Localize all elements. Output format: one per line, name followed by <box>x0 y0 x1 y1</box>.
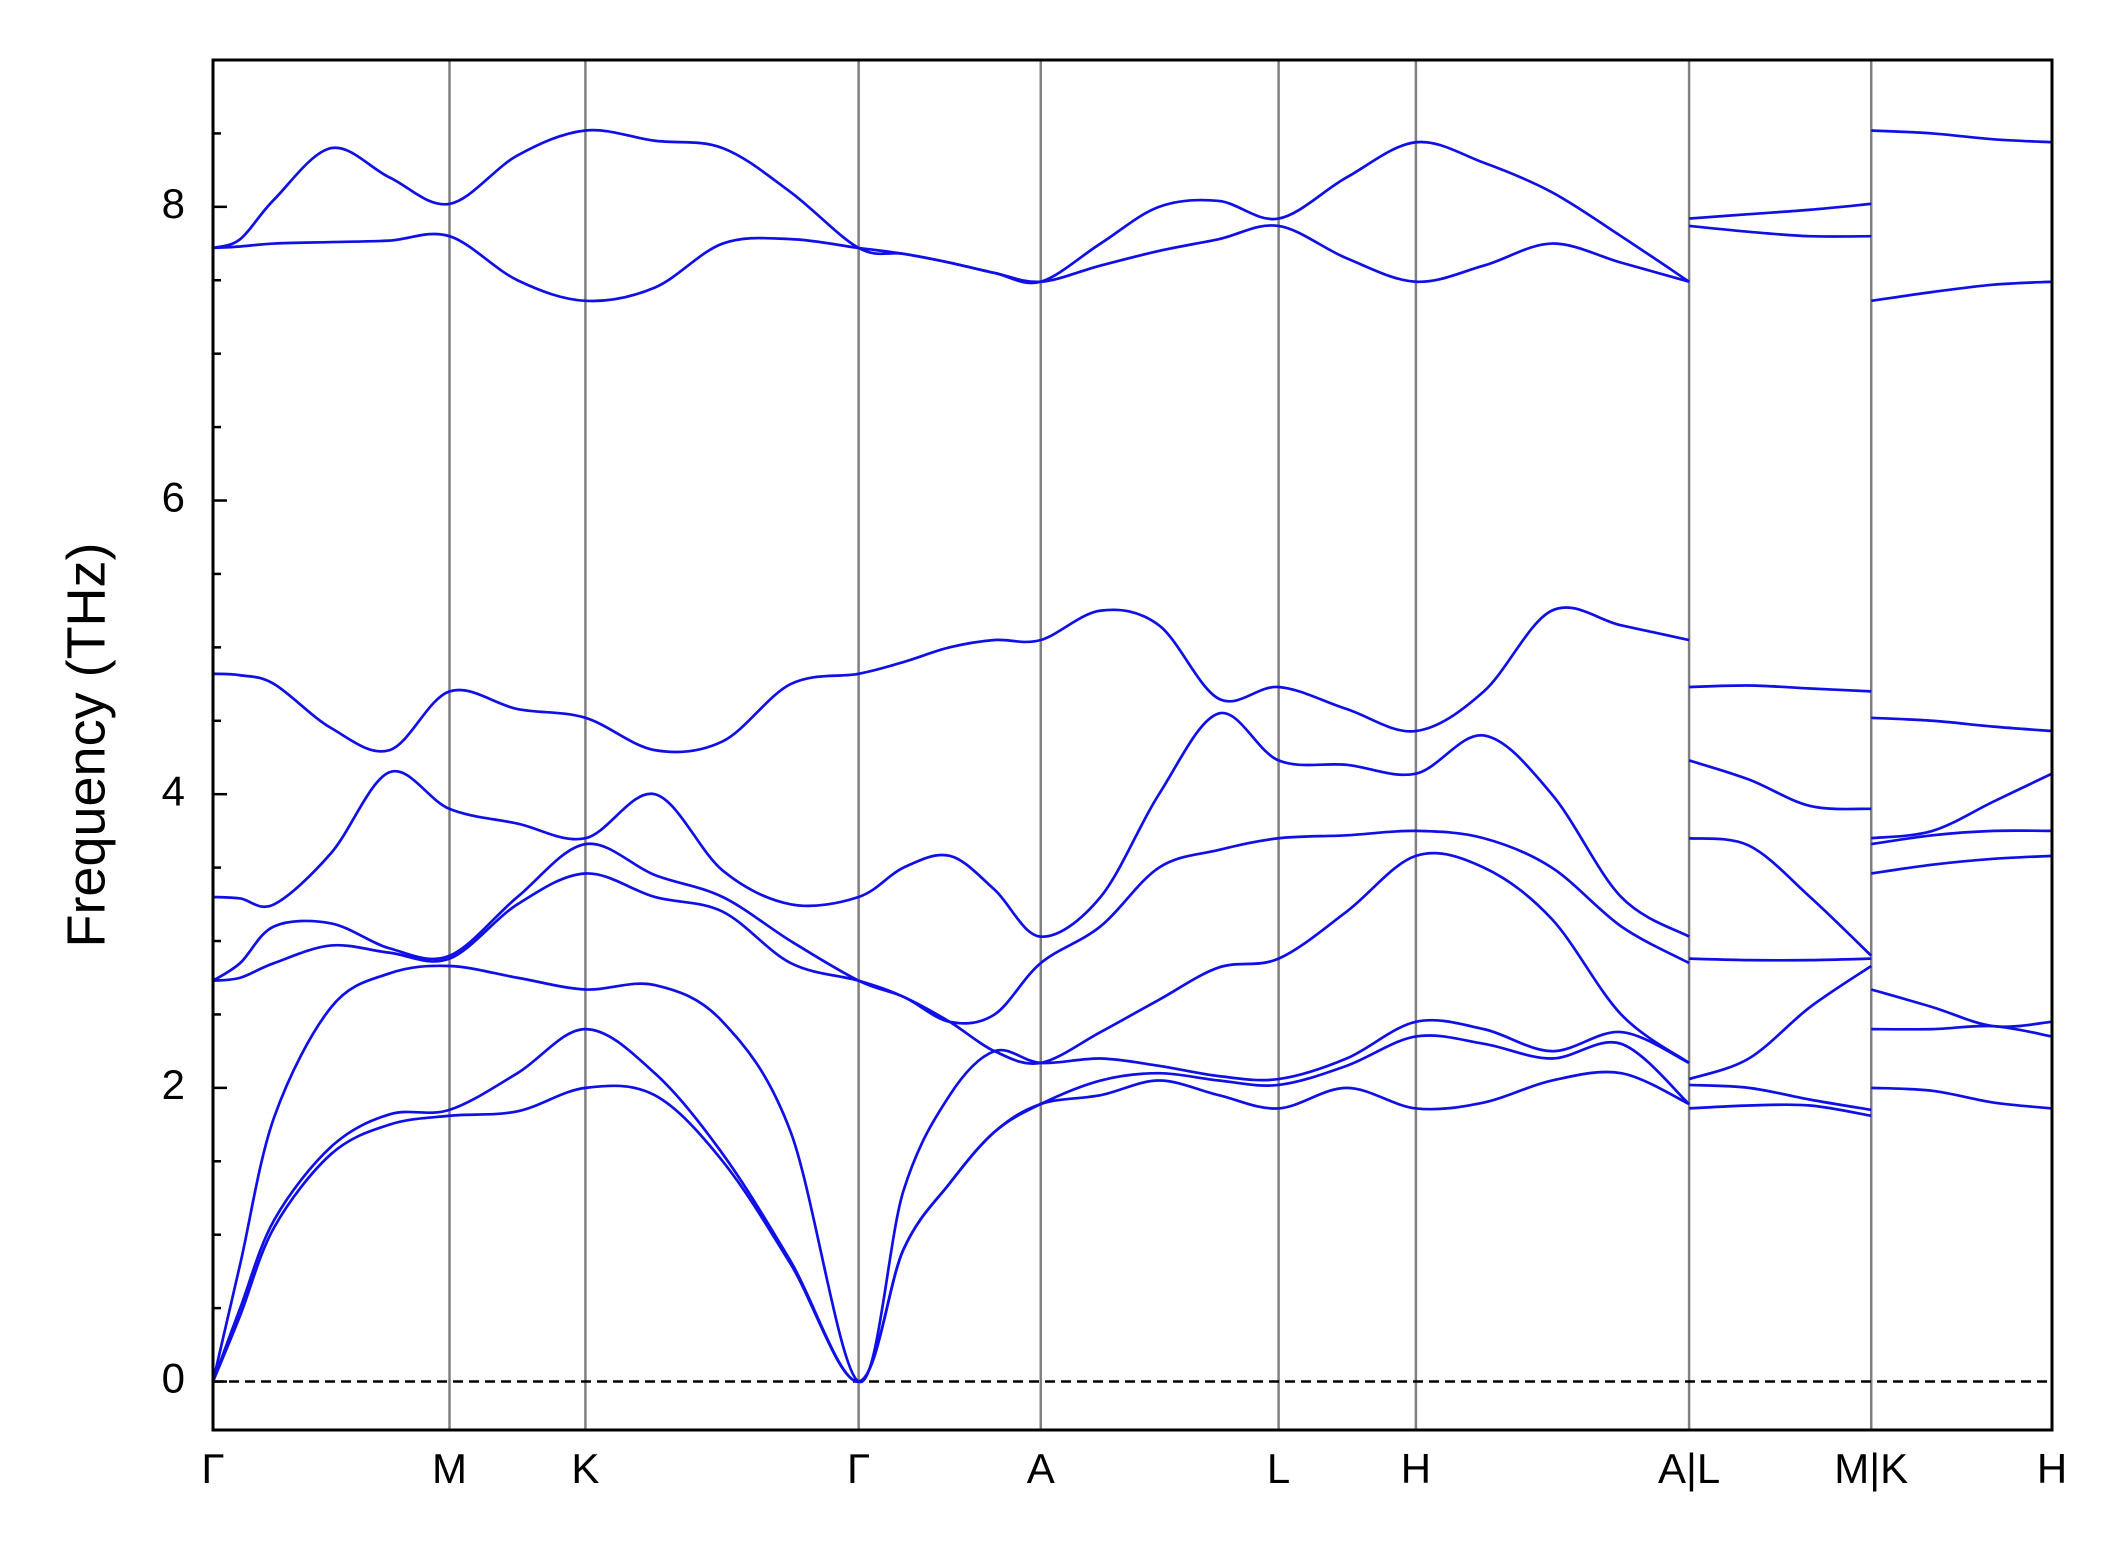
plot-frame <box>211 58 2054 1432</box>
y-axis-label: Frequency (THz) <box>56 542 116 947</box>
y-tick-label: 6 <box>162 474 185 521</box>
x-tick-label: A <box>1027 1445 1055 1492</box>
x-tick-label: M|K <box>1834 1445 1908 1492</box>
band-line <box>212 606 2053 754</box>
band-line <box>211 1070 2053 1383</box>
x-tick-label: H <box>2037 1445 2067 1492</box>
x-tick-label: H <box>1401 1445 1431 1492</box>
band-line <box>212 851 2053 1065</box>
y-tick-label: 4 <box>162 767 185 814</box>
x-tick-label: K <box>571 1445 599 1492</box>
y-tick-label: 0 <box>162 1355 185 1402</box>
x-tick-label: Γ <box>847 1445 870 1492</box>
band-line <box>212 829 2053 1025</box>
x-tick-label: Γ <box>201 1445 224 1492</box>
band-line <box>211 964 2053 1383</box>
band-line <box>211 1024 2053 1383</box>
x-tick-label: L <box>1267 1445 1290 1492</box>
band-line <box>212 224 2053 303</box>
x-tick-label: A|L <box>1658 1445 1720 1492</box>
band-line <box>212 128 2053 285</box>
y-tick-label: 2 <box>162 1061 185 1108</box>
y-tick-label: 8 <box>162 180 185 227</box>
band-line <box>212 711 2053 938</box>
x-tick-label: M <box>432 1445 467 1492</box>
